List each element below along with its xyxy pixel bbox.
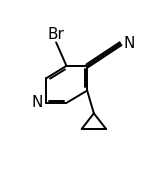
Text: N: N — [124, 35, 135, 51]
Text: Br: Br — [48, 27, 65, 42]
Text: N: N — [31, 95, 43, 110]
